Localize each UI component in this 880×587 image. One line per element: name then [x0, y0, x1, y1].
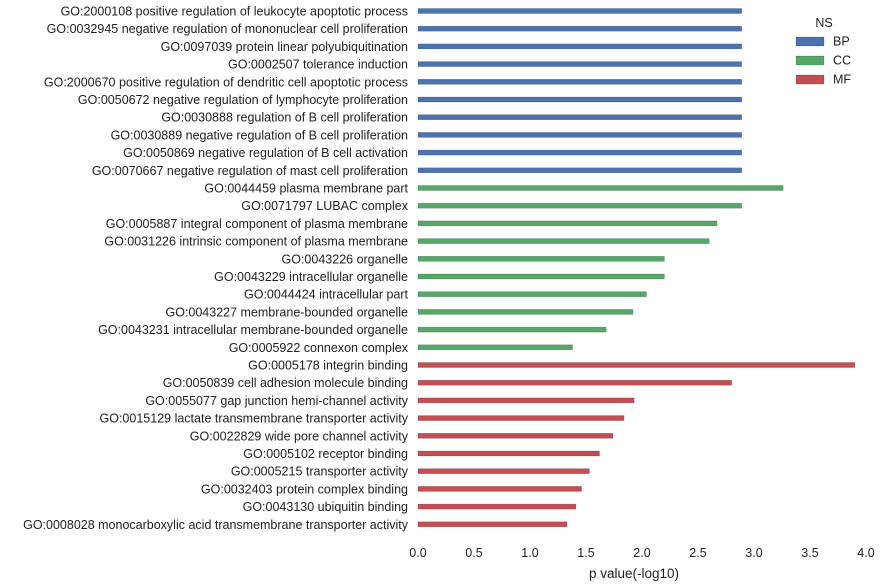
- category-label: GO:0032945 negative regulation of mononu…: [47, 22, 408, 36]
- bar-mf: [417, 503, 577, 510]
- category-label: GO:0055077 gap junction hemi-channel act…: [145, 394, 408, 408]
- category-label: GO:0043229 intracellular organelle: [214, 270, 408, 284]
- bar-bp: [417, 132, 742, 138]
- bar-mf: [417, 432, 614, 439]
- x-tick-label: 2.0: [633, 546, 650, 560]
- category-label: GO:0005102 receptor binding: [243, 447, 408, 461]
- legend-items: BP CC MF: [795, 35, 851, 87]
- category-label: GO:0097039 protein linear polyubiquitina…: [161, 40, 408, 54]
- x-tick-label: 0.5: [465, 546, 482, 560]
- x-tick-label: 3.5: [801, 546, 818, 560]
- bar-cc: [417, 291, 647, 298]
- category-label: GO:0008028 monocarboxylic acid transmemb…: [23, 518, 409, 532]
- category-label: GO:2000670 positive regulation of dendri…: [44, 75, 408, 89]
- category-labels: GO:2000108 positive regulation of leukoc…: [23, 5, 409, 532]
- legend: NS BP CC MF: [795, 16, 851, 87]
- bar-bp: [417, 61, 742, 67]
- legend-swatch-cc: [795, 55, 825, 66]
- category-label: GO:0030888 regulation of B cell prolifer…: [161, 111, 408, 125]
- bar-bp: [417, 25, 742, 32]
- x-axis-ticks: 0.0 0.5 1.0 1.5 2.0 2.5 3.0 3.5 4.0: [409, 546, 874, 560]
- bar-mf: [417, 362, 856, 368]
- x-axis-title: p value(-log10): [589, 566, 679, 581]
- bar-mf: [417, 486, 582, 492]
- category-label: GO:0005178 integrin binding: [248, 359, 408, 373]
- category-label: GO:0071797 LUBAC complex: [241, 199, 409, 213]
- legend-label: MF: [833, 73, 851, 87]
- x-tick-label: 2.5: [689, 546, 706, 560]
- legend-swatch-bp: [795, 36, 825, 47]
- category-label: GO:0005215 transporter activity: [231, 465, 409, 479]
- bar-cc: [417, 202, 742, 209]
- bar-bp: [417, 167, 742, 174]
- bar-mf: [417, 450, 600, 457]
- bar-mf: [417, 397, 635, 404]
- category-label: GO:0002507 tolerance induction: [228, 58, 408, 72]
- category-label: GO:0043226 organelle: [282, 252, 409, 266]
- category-label: GO:0022829 wide pore channel activity: [190, 429, 409, 443]
- bar-cc: [417, 185, 784, 191]
- bar-cc: [417, 238, 710, 244]
- category-label: GO:0015129 lactate transmembrane transpo…: [100, 412, 409, 426]
- category-label: GO:0030889 negative regulation of B cell…: [111, 128, 408, 142]
- bar-cc: [417, 309, 634, 315]
- category-label: GO:0043130 ubiquitin binding: [243, 500, 408, 514]
- bar-cc: [417, 255, 665, 262]
- legend-label: CC: [833, 54, 851, 68]
- bar-cc: [417, 273, 665, 280]
- category-label: GO:0005922 connexon complex: [229, 341, 409, 355]
- bar-mf: [417, 415, 625, 421]
- category-label: GO:0044424 intracellular part: [244, 288, 409, 302]
- category-label: GO:0050869 negative regulation of B cell…: [123, 146, 408, 160]
- bar-bp: [417, 149, 742, 156]
- x-tick-label: 3.0: [745, 546, 762, 560]
- category-label: GO:0031226 intrinsic component of plasma…: [104, 235, 408, 249]
- legend-swatch-mf: [795, 74, 825, 85]
- bar-mf: [417, 468, 590, 475]
- bars-layer: [417, 8, 856, 528]
- legend-title: NS: [815, 16, 832, 30]
- x-tick-label: 0.0: [409, 546, 426, 560]
- bar-mf: [417, 521, 568, 528]
- category-label: GO:0050672 negative regulation of lympho…: [78, 93, 408, 107]
- category-label: GO:0050839 cell adhesion molecule bindin…: [163, 376, 408, 390]
- x-tick-label: 4.0: [857, 546, 874, 560]
- bar-bp: [417, 79, 742, 85]
- category-label: GO:0043227 membrane-bounded organelle: [165, 305, 408, 319]
- category-label: GO:0044459 plasma membrane part: [204, 182, 408, 196]
- x-tick-label: 1.5: [577, 546, 594, 560]
- category-label: GO:0043231 intracellular membrane-bounde…: [98, 323, 408, 337]
- category-label: GO:2000108 positive regulation of leukoc…: [61, 5, 408, 19]
- bar-mf: [417, 379, 732, 386]
- legend-label: BP: [833, 35, 850, 49]
- category-label: GO:0005887 integral component of plasma …: [106, 217, 408, 231]
- category-label: GO:0032403 protein complex binding: [201, 482, 408, 496]
- category-label: GO:0070667 negative regulation of mast c…: [92, 164, 408, 178]
- bar-cc: [417, 344, 573, 351]
- bar-bp: [417, 114, 742, 120]
- x-tick-label: 1.0: [521, 546, 538, 560]
- bar-bp: [417, 8, 742, 14]
- bar-cc: [417, 220, 718, 227]
- bar-cc: [417, 326, 607, 333]
- bar-bp: [417, 43, 742, 50]
- bar-bp: [417, 96, 742, 103]
